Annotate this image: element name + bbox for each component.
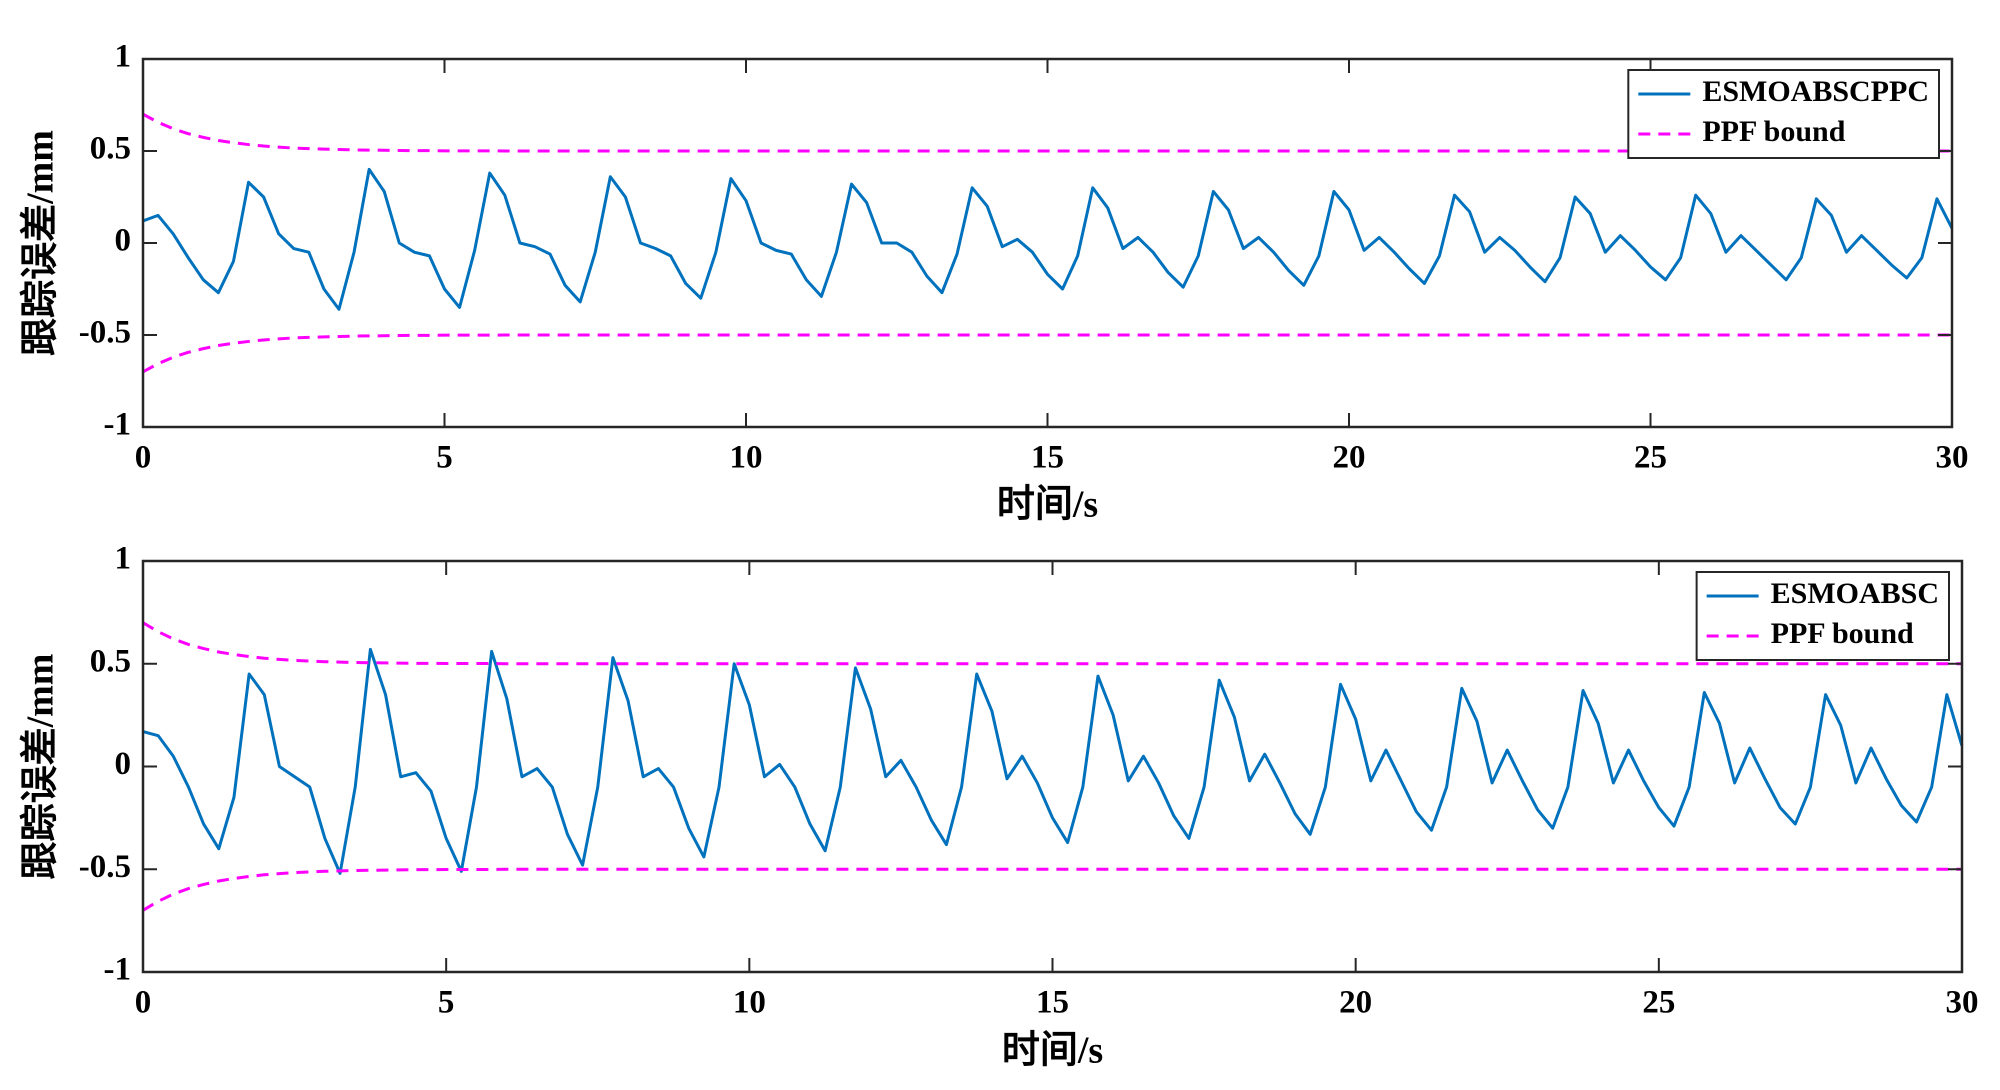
x-tick-label: 20	[1339, 985, 1372, 1021]
axes-box	[141, 559, 1964, 974]
x-tick-label: 20	[1333, 440, 1366, 476]
x-tick-label: 10	[730, 440, 763, 476]
y-tick-label: 0	[115, 746, 132, 782]
y-tick-label: 0.5	[90, 643, 131, 679]
y-tick-label: -0.5	[79, 315, 131, 351]
data-line	[142, 647, 1964, 875]
y-tick-label: 0.5	[90, 131, 131, 167]
line-chart: -1-0.500.510 5 10 15 20 25 30时间/s跟踪误差/mmESMOAB…	[20, 39, 1969, 526]
legend: ESMOABSCPPC PPF bound	[1627, 69, 1940, 159]
legend-box	[1695, 571, 1950, 661]
x-axis-label: 时间/s	[997, 484, 1098, 526]
y-axis-label: 跟踪误差/mm	[20, 654, 62, 880]
y-tick-label: 1	[115, 39, 132, 75]
data-line	[142, 333, 1952, 374]
line-chart: -1-0.500.510 5 10 15 20 25 30时间/s跟踪误差/mmESMOAB…	[20, 541, 1979, 1072]
x-tick-label: 0	[135, 440, 152, 476]
legend-label: ESMOABSCPPC	[1702, 75, 1929, 108]
x-tick-label: 15	[1031, 440, 1064, 476]
legend-label: PPF bound	[1702, 115, 1845, 148]
x-tick-label: 30	[1946, 985, 1979, 1021]
y-axis-label: 跟踪误差/mm	[20, 130, 62, 356]
legend-label: ESMOABSC	[1771, 577, 1939, 610]
x-tick-label: 15	[1036, 985, 1069, 1021]
legend-label: PPF bound	[1771, 617, 1914, 650]
legend: ESMOABSC PPF bound	[1695, 571, 1950, 661]
legend-box	[1627, 69, 1940, 159]
y-tick-label: -1	[104, 952, 132, 988]
x-tick-label: 10	[733, 985, 766, 1021]
y-tick-label: -1	[104, 407, 132, 443]
y-tick-label: 0	[115, 223, 132, 259]
data-line	[142, 621, 1962, 666]
x-tick-label: 5	[438, 985, 455, 1021]
x-tick-label: 25	[1634, 440, 1667, 476]
y-tick-label: -0.5	[79, 849, 131, 885]
x-axis-label: 时间/s	[1002, 1030, 1103, 1072]
x-tick-label: 5	[436, 440, 453, 476]
data-line	[142, 167, 1954, 311]
data-line	[142, 867, 1962, 912]
data-line	[142, 112, 1952, 153]
y-tick-label: 1	[115, 541, 132, 577]
x-tick-label: 0	[135, 985, 152, 1021]
x-tick-label: 25	[1642, 985, 1675, 1021]
x-tick-label: 30	[1936, 440, 1969, 476]
